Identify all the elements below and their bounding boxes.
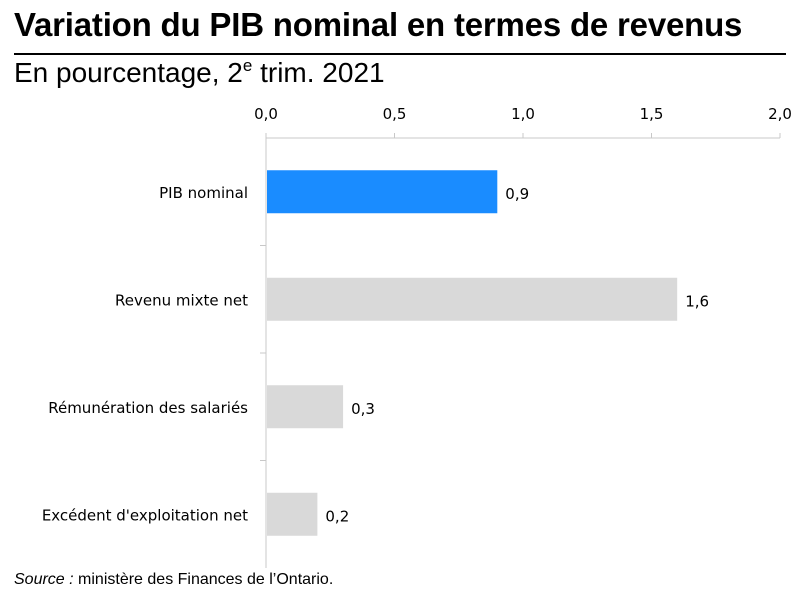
subtitle-suffix: trim. 2021: [252, 57, 385, 88]
title-divider: [14, 53, 786, 55]
x-tick-label: 2,0: [768, 105, 792, 123]
category-label: Revenu mixte net: [115, 291, 248, 309]
data-label: 0,3: [351, 400, 375, 418]
x-tick-label: 1,0: [511, 105, 535, 123]
bar: [267, 277, 678, 321]
data-label: 0,9: [505, 185, 529, 203]
x-tick-label: 0,5: [383, 105, 407, 123]
data-label: 1,6: [685, 292, 709, 310]
x-tick-label: 0,0: [254, 105, 278, 123]
x-tick-label: 1,5: [640, 105, 664, 123]
chart-subtitle: En pourcentage, 2e trim. 2021: [14, 57, 385, 89]
bar: [267, 492, 318, 536]
source-label: Source :: [14, 571, 74, 588]
category-label: Excédent d'exploitation net: [42, 506, 248, 524]
subtitle-prefix: En pourcentage, 2: [14, 57, 243, 88]
category-label: Rémunération des salariés: [48, 399, 248, 417]
subtitle-superscript: e: [242, 56, 253, 75]
bar: [267, 170, 498, 214]
source-text: ministère des Finances de l’Ontario.: [73, 571, 334, 588]
category-label: PIB nominal: [159, 184, 248, 202]
bar: [267, 385, 344, 429]
data-label: 0,2: [325, 507, 349, 525]
source-note: Source : ministère des Finances de l’Ont…: [14, 571, 333, 589]
chart-title: Variation du PIB nominal en termes de re…: [14, 6, 743, 43]
